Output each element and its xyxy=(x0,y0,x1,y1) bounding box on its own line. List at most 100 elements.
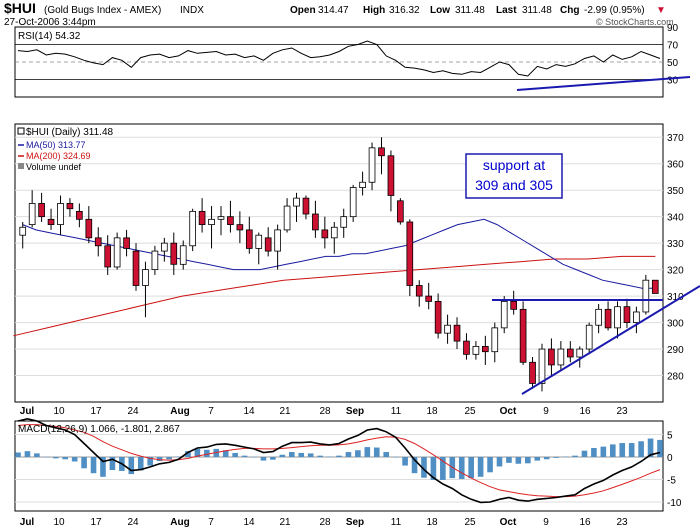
x-tick-label: 9 xyxy=(543,517,549,528)
candle xyxy=(349,187,357,218)
macd-histogram-bar xyxy=(647,438,654,457)
candle xyxy=(85,218,93,239)
open-value: 314.47 xyxy=(318,5,349,16)
x-tick-label: 21 xyxy=(279,517,291,528)
macd-histogram-bar xyxy=(543,457,550,460)
macd-histogram-bar xyxy=(204,449,210,457)
candle xyxy=(312,213,319,231)
candle xyxy=(651,279,659,294)
candle xyxy=(557,348,565,366)
macd-histogram-bar xyxy=(81,457,87,469)
rsi-panel: RSI(14) 54.32 90 70 50 30 xyxy=(14,23,691,98)
macd-histogram-bar xyxy=(156,457,163,462)
price-tick-label: 320 xyxy=(667,266,684,277)
candle xyxy=(179,245,187,265)
price-tick-label: 300 xyxy=(667,319,684,330)
macd-histogram-bar xyxy=(628,443,635,457)
macd-histogram-bar xyxy=(373,447,380,457)
x-tick-label: 28 xyxy=(319,406,331,417)
macd-histogram-bar xyxy=(270,457,276,460)
price-tick-label: 360 xyxy=(667,160,684,171)
legend-main: $HUI (Daily) 311.48 xyxy=(26,127,114,138)
candle xyxy=(255,234,263,249)
x-tick-label: 17 xyxy=(90,406,102,417)
candle xyxy=(482,345,489,353)
candle xyxy=(548,348,555,366)
macd-histogram-bar xyxy=(392,457,399,458)
macd-histogram-bar xyxy=(166,457,172,460)
x-tick-label: 23 xyxy=(616,406,628,417)
candle xyxy=(113,237,121,268)
low-label: Low xyxy=(430,5,450,16)
price-panel: 370 360 350 340 330 320 310 300 290 280 $HUI (Dai… xyxy=(13,123,700,403)
x-tick-label: 21 xyxy=(279,406,291,417)
candle xyxy=(189,210,196,247)
candle xyxy=(161,242,168,252)
macd-histogram-bar xyxy=(137,457,144,471)
macd-histogram-bar xyxy=(260,457,267,461)
symbol-title: $HUI xyxy=(4,0,36,16)
candle xyxy=(529,361,536,384)
candle xyxy=(614,306,621,329)
macd-histogram-bar xyxy=(411,457,418,474)
macd-panel: 5 0 -5 -10 MACD(12,26,9) 1.066, -1.801, 2.8… xyxy=(14,417,682,512)
candle xyxy=(170,242,178,265)
candle xyxy=(47,218,55,226)
rsi-tick-label: 30 xyxy=(667,76,679,87)
candle xyxy=(491,327,499,353)
candle xyxy=(293,197,300,207)
macd-histogram-bar xyxy=(307,453,314,457)
candle xyxy=(378,147,385,157)
candle xyxy=(510,300,517,310)
candle xyxy=(321,229,329,239)
price-tick-label: 330 xyxy=(667,239,684,250)
candle xyxy=(425,295,433,302)
candle xyxy=(500,300,508,329)
candle xyxy=(198,210,206,226)
x-tick-label: 7 xyxy=(208,406,214,417)
candle xyxy=(283,205,291,231)
watermark: © StockCharts.com xyxy=(596,17,674,27)
candle xyxy=(633,311,640,323)
candle xyxy=(76,210,83,220)
macd-histogram-bar xyxy=(15,452,21,457)
macd-histogram-bar xyxy=(175,456,182,458)
macd-histogram-bar xyxy=(600,446,607,457)
macd-histogram-bar xyxy=(458,457,465,480)
macd-histogram-bar xyxy=(251,457,257,458)
x-tick-label: 24 xyxy=(127,517,139,528)
macd-tick-label: -5 xyxy=(667,476,676,487)
candle xyxy=(264,237,272,252)
macd-histogram-bar xyxy=(241,455,248,457)
legend: $HUI (Daily) 311.48 MA(50) 313.77 MA(200… xyxy=(17,127,114,172)
macd-histogram-bar xyxy=(477,457,484,477)
candle xyxy=(142,269,149,286)
candle xyxy=(151,250,159,271)
x-tick-label: 10 xyxy=(53,406,65,417)
x-tick-label: 23 xyxy=(616,517,628,528)
candle xyxy=(406,221,414,286)
candle xyxy=(368,147,376,183)
candle xyxy=(576,348,584,358)
price-tick-label: 290 xyxy=(667,345,684,356)
macd-histogram-bar xyxy=(71,457,78,462)
macd-histogram-bar xyxy=(515,457,522,464)
last-label: Last xyxy=(496,5,517,16)
macd-histogram-bar xyxy=(317,455,323,457)
x-tick-label: 18 xyxy=(426,517,438,528)
x-tick-label: Aug xyxy=(170,517,189,528)
x-tick-label: 11 xyxy=(391,406,402,417)
x-tick-label: Aug xyxy=(170,406,189,417)
macd-histogram-bar xyxy=(440,457,446,480)
macd-histogram-bar xyxy=(100,457,106,477)
chg-label: Chg xyxy=(560,5,579,16)
candle xyxy=(302,197,310,215)
macd-histogram-bar xyxy=(345,452,352,457)
legend-ma50: MA(50) 313.77 xyxy=(26,140,86,150)
candle xyxy=(415,285,423,297)
macd-histogram-bar xyxy=(232,452,238,457)
annotation-box: support at 309 and 305 xyxy=(465,153,563,199)
x-tick-label: 14 xyxy=(243,517,255,528)
macd-signal-line xyxy=(17,424,661,498)
x-tick-label: Jul xyxy=(20,406,35,417)
